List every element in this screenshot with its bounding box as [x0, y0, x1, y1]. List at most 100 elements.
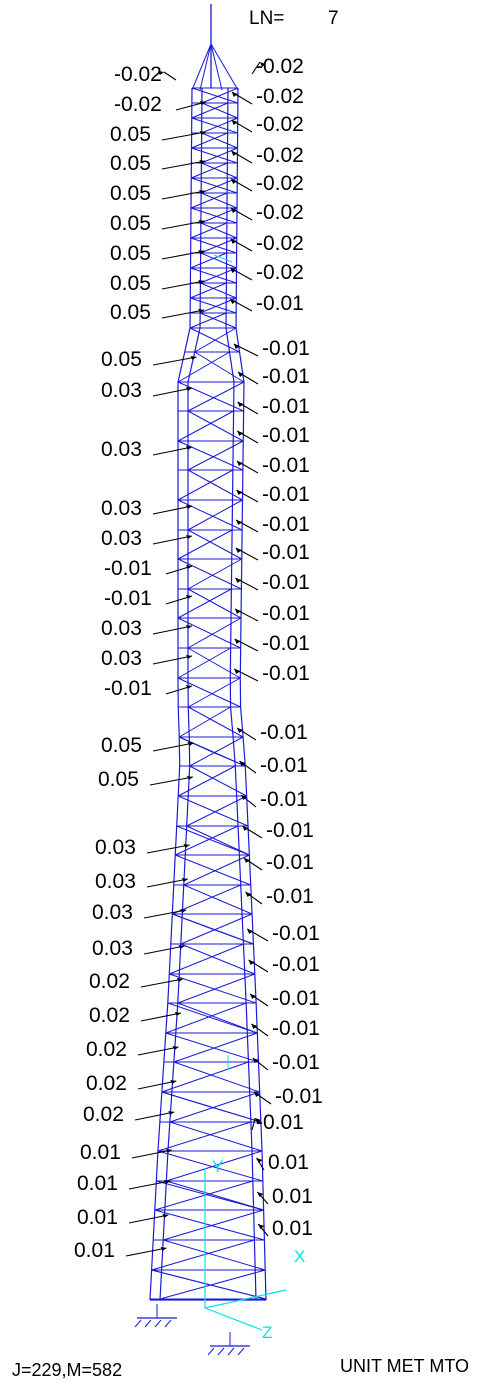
right-value-label: -0.01: [262, 483, 310, 506]
diagonal-member: [199, 297, 237, 314]
diagonal-member: [175, 854, 251, 886]
leg-member: [252, 1180, 255, 1211]
support-hatch: [217, 1347, 225, 1356]
diagonal-member: [191, 117, 238, 134]
left-arrow: [161, 280, 205, 290]
leg-member: [163, 1032, 167, 1063]
right-value-label: -0.01: [262, 365, 310, 388]
left-value-label: 0.03: [92, 937, 133, 960]
diagonal-member: [191, 132, 228, 149]
secondary-member: [167, 1002, 213, 1019]
left-value-label: 0.03: [101, 647, 142, 670]
left-arrow: [152, 356, 197, 366]
leg-member: [247, 1061, 251, 1093]
right-value-label: -0.01: [262, 662, 310, 685]
arrow-head: [172, 1046, 179, 1050]
leg-member: [180, 913, 183, 945]
arrow-head: [199, 160, 206, 164]
leg-member: [177, 706, 180, 738]
arrow-head: [230, 268, 237, 273]
diagonal-member: [178, 706, 231, 738]
arrow-head: [230, 208, 237, 213]
right-value-label: -0.01: [260, 721, 308, 744]
arrow-head: [158, 71, 164, 75]
secondary-member: [156, 1180, 210, 1196]
diagonal-member: [163, 1239, 266, 1271]
z-axis-label: Z: [262, 1323, 272, 1342]
right-value-label: -0.01: [256, 292, 304, 315]
leg-member: [169, 1091, 173, 1123]
arrow-head: [186, 685, 192, 689]
diagonal-member: [180, 943, 255, 975]
right-value-label: -0.02: [256, 201, 304, 224]
arrow-head: [231, 120, 238, 125]
arrow-head: [164, 1180, 171, 1184]
left-value-label: 0.03: [95, 836, 136, 859]
left-value-label: -0.02: [114, 93, 162, 116]
left-value-label: 0.05: [98, 768, 139, 791]
leg-member: [263, 1209, 265, 1241]
leg-member: [151, 1239, 154, 1271]
arrow-head: [245, 892, 252, 897]
leg-member: [259, 1091, 262, 1123]
diagonal-member: [200, 192, 238, 209]
leg-member: [254, 1269, 257, 1300]
diagonal-member: [186, 825, 250, 856]
diagonal-member: [177, 617, 241, 649]
arrow-head: [183, 844, 190, 848]
left-arrow: [131, 1149, 172, 1159]
diagonal-member: [177, 351, 230, 383]
right-arrow: [251, 1117, 256, 1131]
arrow-head: [180, 909, 187, 913]
leg-member: [225, 327, 231, 353]
diagonal-member: [187, 558, 243, 590]
left-value-label: 0.01: [80, 1141, 121, 1164]
secondary-member: [210, 1106, 262, 1123]
diagonal-member: [201, 162, 238, 179]
diagonal-member: [177, 558, 242, 590]
diagonal-member: [191, 87, 239, 104]
arrow-head: [198, 280, 205, 284]
left-value-label: -0.02: [114, 63, 162, 86]
diagonal-member: [190, 267, 237, 284]
leg-member: [177, 351, 186, 383]
leg-member: [262, 1180, 265, 1211]
arrow-head: [256, 1158, 263, 1163]
arrow-head: [255, 1118, 262, 1123]
leg-member: [161, 1239, 164, 1271]
diagonal-member: [200, 282, 237, 299]
leg-member: [260, 1121, 263, 1152]
diagonal-member: [183, 854, 250, 886]
right-value-label: 0.01: [272, 1217, 313, 1240]
left-value-label: 0.05: [110, 242, 151, 265]
right-value-label: -0.01: [262, 632, 310, 655]
left-arrow: [149, 776, 194, 786]
right-value-label: -0.01: [272, 1017, 320, 1040]
diagonal-member: [178, 795, 249, 827]
coordinate-axes: Y X Z: [204, 254, 305, 1342]
left-value-label: 0.03: [95, 870, 136, 893]
diagonal-member: [200, 222, 237, 239]
diagonal-member: [187, 469, 243, 501]
diagonal-member: [177, 499, 243, 531]
leg-member: [263, 1239, 266, 1271]
left-arrow: [146, 844, 190, 854]
diagonal-member: [169, 973, 257, 1004]
arrow-head: [198, 309, 205, 313]
diagonal-member: [157, 1150, 263, 1182]
leg-member: [249, 1091, 252, 1123]
arrow-head: [237, 372, 244, 377]
arrow-head: [235, 578, 242, 583]
arrow-head: [234, 669, 241, 674]
diagonal-member: [201, 147, 238, 164]
leg-member: [167, 973, 170, 1004]
leg-member: [238, 351, 245, 383]
left-arrow: [128, 1214, 169, 1224]
leg-member: [184, 327, 191, 353]
left-arrow: [161, 250, 205, 260]
left-arrow: [152, 655, 193, 665]
right-value-label: -0.01: [272, 987, 320, 1010]
right-value-label: -0.01: [275, 1085, 323, 1108]
arrow-head: [186, 387, 192, 391]
load-number-value: 7: [328, 8, 339, 30]
